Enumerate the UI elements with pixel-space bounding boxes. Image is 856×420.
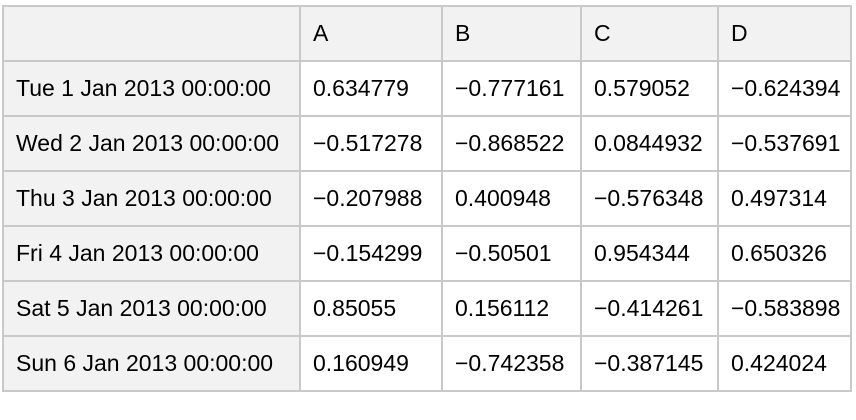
row-label: Sun 6 Jan 2013 00:00:00: [2, 335, 301, 392]
row-label: Sat 5 Jan 2013 00:00:00: [2, 280, 301, 337]
cell: −0.387145: [580, 335, 719, 392]
column-header-b: B: [441, 5, 582, 62]
cell: −0.414261: [580, 280, 719, 337]
cell: −0.576348: [580, 170, 719, 227]
cell: −0.154299: [299, 225, 443, 282]
cell: 0.85055: [299, 280, 443, 337]
table-row: Fri 4 Jan 2013 00:00:00 −0.154299 −0.505…: [2, 225, 852, 282]
cell: −0.207988: [299, 170, 443, 227]
row-label: Tue 1 Jan 2013 00:00:00: [2, 60, 301, 117]
column-header-a: A: [299, 5, 443, 62]
table-row: Tue 1 Jan 2013 00:00:00 0.634779 −0.7771…: [2, 60, 852, 117]
table-row: Wed 2 Jan 2013 00:00:00 −0.517278 −0.868…: [2, 115, 852, 172]
header-row: A B C D: [2, 5, 852, 62]
cell: −0.50501: [441, 225, 582, 282]
cell: −0.537691: [717, 115, 852, 172]
row-label: Wed 2 Jan 2013 00:00:00: [2, 115, 301, 172]
cell: −0.742358: [441, 335, 582, 392]
row-label: Fri 4 Jan 2013 00:00:00: [2, 225, 301, 282]
cell: 0.400948: [441, 170, 582, 227]
corner-cell: [2, 5, 301, 62]
cell: 0.650326: [717, 225, 852, 282]
cell: −0.868522: [441, 115, 582, 172]
cell: −0.583898: [717, 280, 852, 337]
cell: −0.624394: [717, 60, 852, 117]
cell: 0.424024: [717, 335, 852, 392]
cell: 0.156112: [441, 280, 582, 337]
column-header-d: D: [717, 5, 852, 62]
cell: 0.0844932: [580, 115, 719, 172]
cell: 0.579052: [580, 60, 719, 117]
column-header-c: C: [580, 5, 719, 62]
table-row: Sat 5 Jan 2013 00:00:00 0.85055 0.156112…: [2, 280, 852, 337]
dataframe-table: A B C D Tue 1 Jan 2013 00:00:00 0.634779…: [2, 5, 852, 392]
cell: −0.777161: [441, 60, 582, 117]
cell: 0.954344: [580, 225, 719, 282]
dataframe-table-container: A B C D Tue 1 Jan 2013 00:00:00 0.634779…: [2, 5, 852, 392]
row-label: Thu 3 Jan 2013 00:00:00: [2, 170, 301, 227]
cell: 0.497314: [717, 170, 852, 227]
cell: 0.634779: [299, 60, 443, 117]
table-row: Thu 3 Jan 2013 00:00:00 −0.207988 0.4009…: [2, 170, 852, 227]
table-row: Sun 6 Jan 2013 00:00:00 0.160949 −0.7423…: [2, 335, 852, 392]
cell: −0.517278: [299, 115, 443, 172]
cell: 0.160949: [299, 335, 443, 392]
